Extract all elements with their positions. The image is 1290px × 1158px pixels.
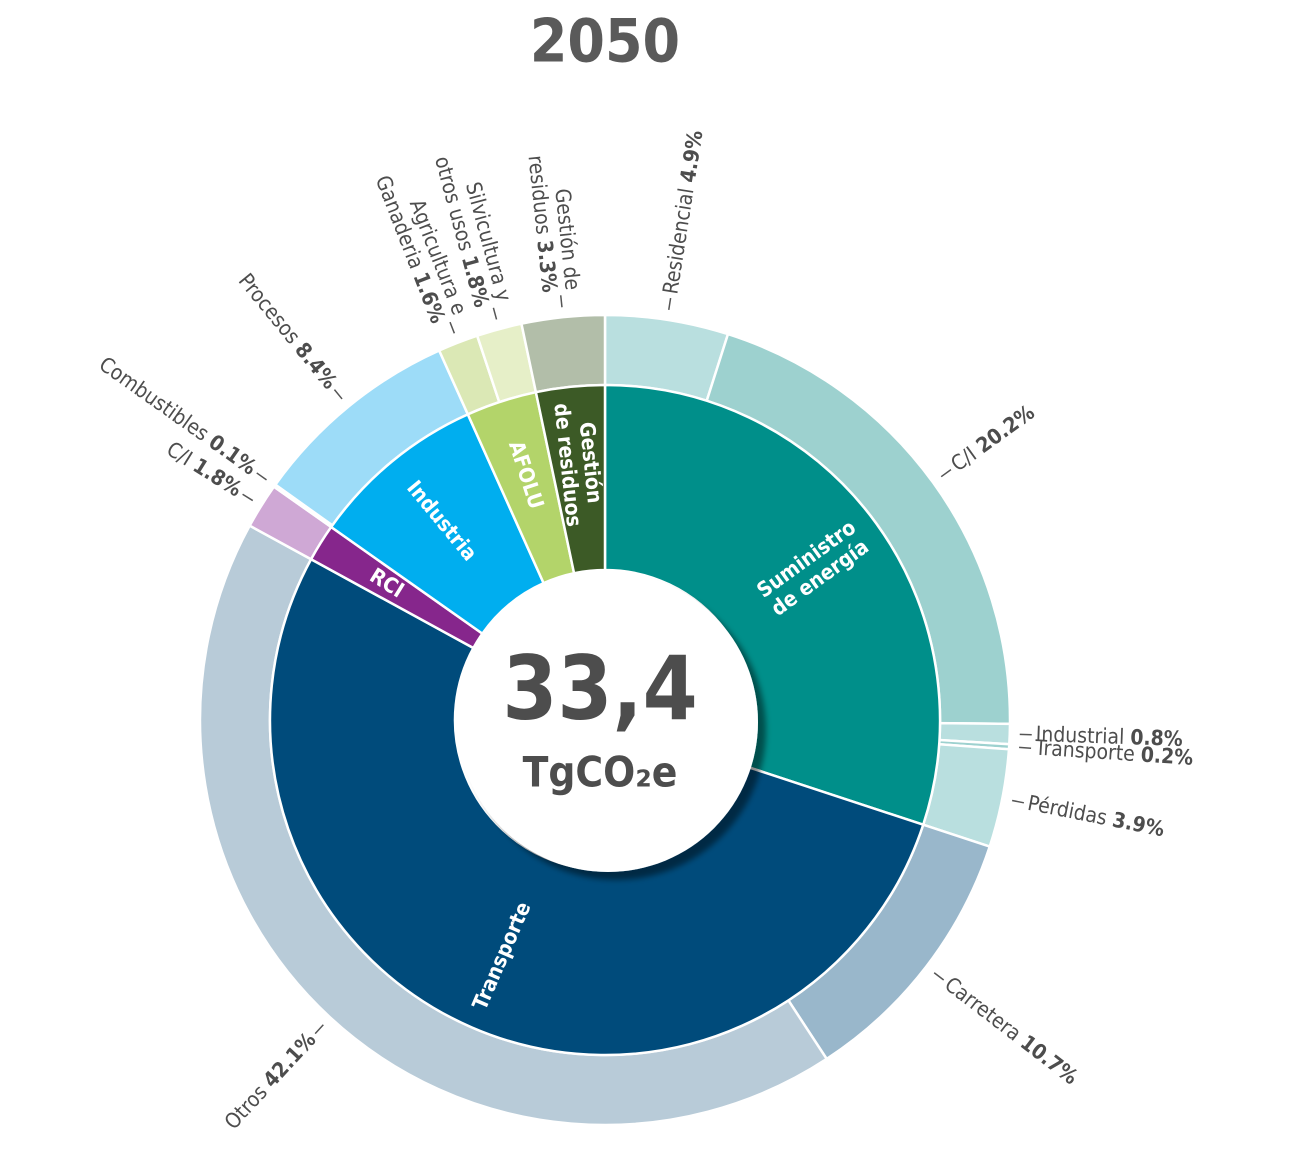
- leader-line: [934, 973, 944, 980]
- value-label: 10.7%: [1016, 1030, 1083, 1089]
- outer-label: Procesos8.4%: [234, 269, 342, 394]
- chart-title: 2050: [530, 7, 680, 77]
- leader-line: [243, 494, 253, 500]
- outer-label-line: C/I: [162, 437, 196, 471]
- value-label: 3.9%: [1110, 808, 1166, 842]
- leader-line: [561, 295, 562, 307]
- leader-line: [315, 1025, 323, 1034]
- leader-line: [493, 308, 496, 320]
- outer-label-line: Pérdidas: [1026, 791, 1109, 830]
- outer-label: Carretera10.7%: [940, 972, 1082, 1089]
- leader-line: [450, 322, 454, 333]
- leader-line: [941, 470, 951, 477]
- value-label: 8.4%: [290, 338, 342, 394]
- center-total: 33,4: [502, 637, 697, 740]
- value-label: 20.2%: [972, 400, 1039, 458]
- value-label: 42.1%: [258, 1028, 320, 1092]
- outer-label-line: Carretera: [940, 972, 1026, 1046]
- outer-label: Pérdidas3.9%: [1026, 791, 1167, 841]
- outer-label-line: Otros: [220, 1080, 272, 1134]
- outer-label-line: Residencial: [658, 186, 698, 295]
- outer-label: Gestión deresiduos3.3%: [524, 152, 585, 294]
- outer-label-line: residuos: [524, 154, 556, 235]
- leader-line: [1019, 747, 1031, 748]
- leader-line: [669, 298, 671, 310]
- leader-line: [334, 390, 342, 399]
- leader-line: [1012, 800, 1024, 802]
- center-unit: TgCO₂e: [523, 748, 678, 797]
- value-label: 3.3%: [532, 239, 561, 294]
- outer-label: C/I20.2%: [947, 400, 1039, 476]
- value-label: 4.9%: [676, 129, 708, 185]
- outer-label: Otros42.1%: [220, 1028, 321, 1134]
- value-label: 0.2%: [1140, 742, 1194, 769]
- leader-line: [257, 473, 267, 480]
- outer-label: Residencial4.9%: [658, 129, 707, 296]
- outer-label-line: C/I: [947, 442, 981, 476]
- outer-label-line: Combustibles: [95, 352, 214, 446]
- outer-segment: [521, 315, 605, 392]
- outer-label-line: Procesos: [234, 269, 305, 349]
